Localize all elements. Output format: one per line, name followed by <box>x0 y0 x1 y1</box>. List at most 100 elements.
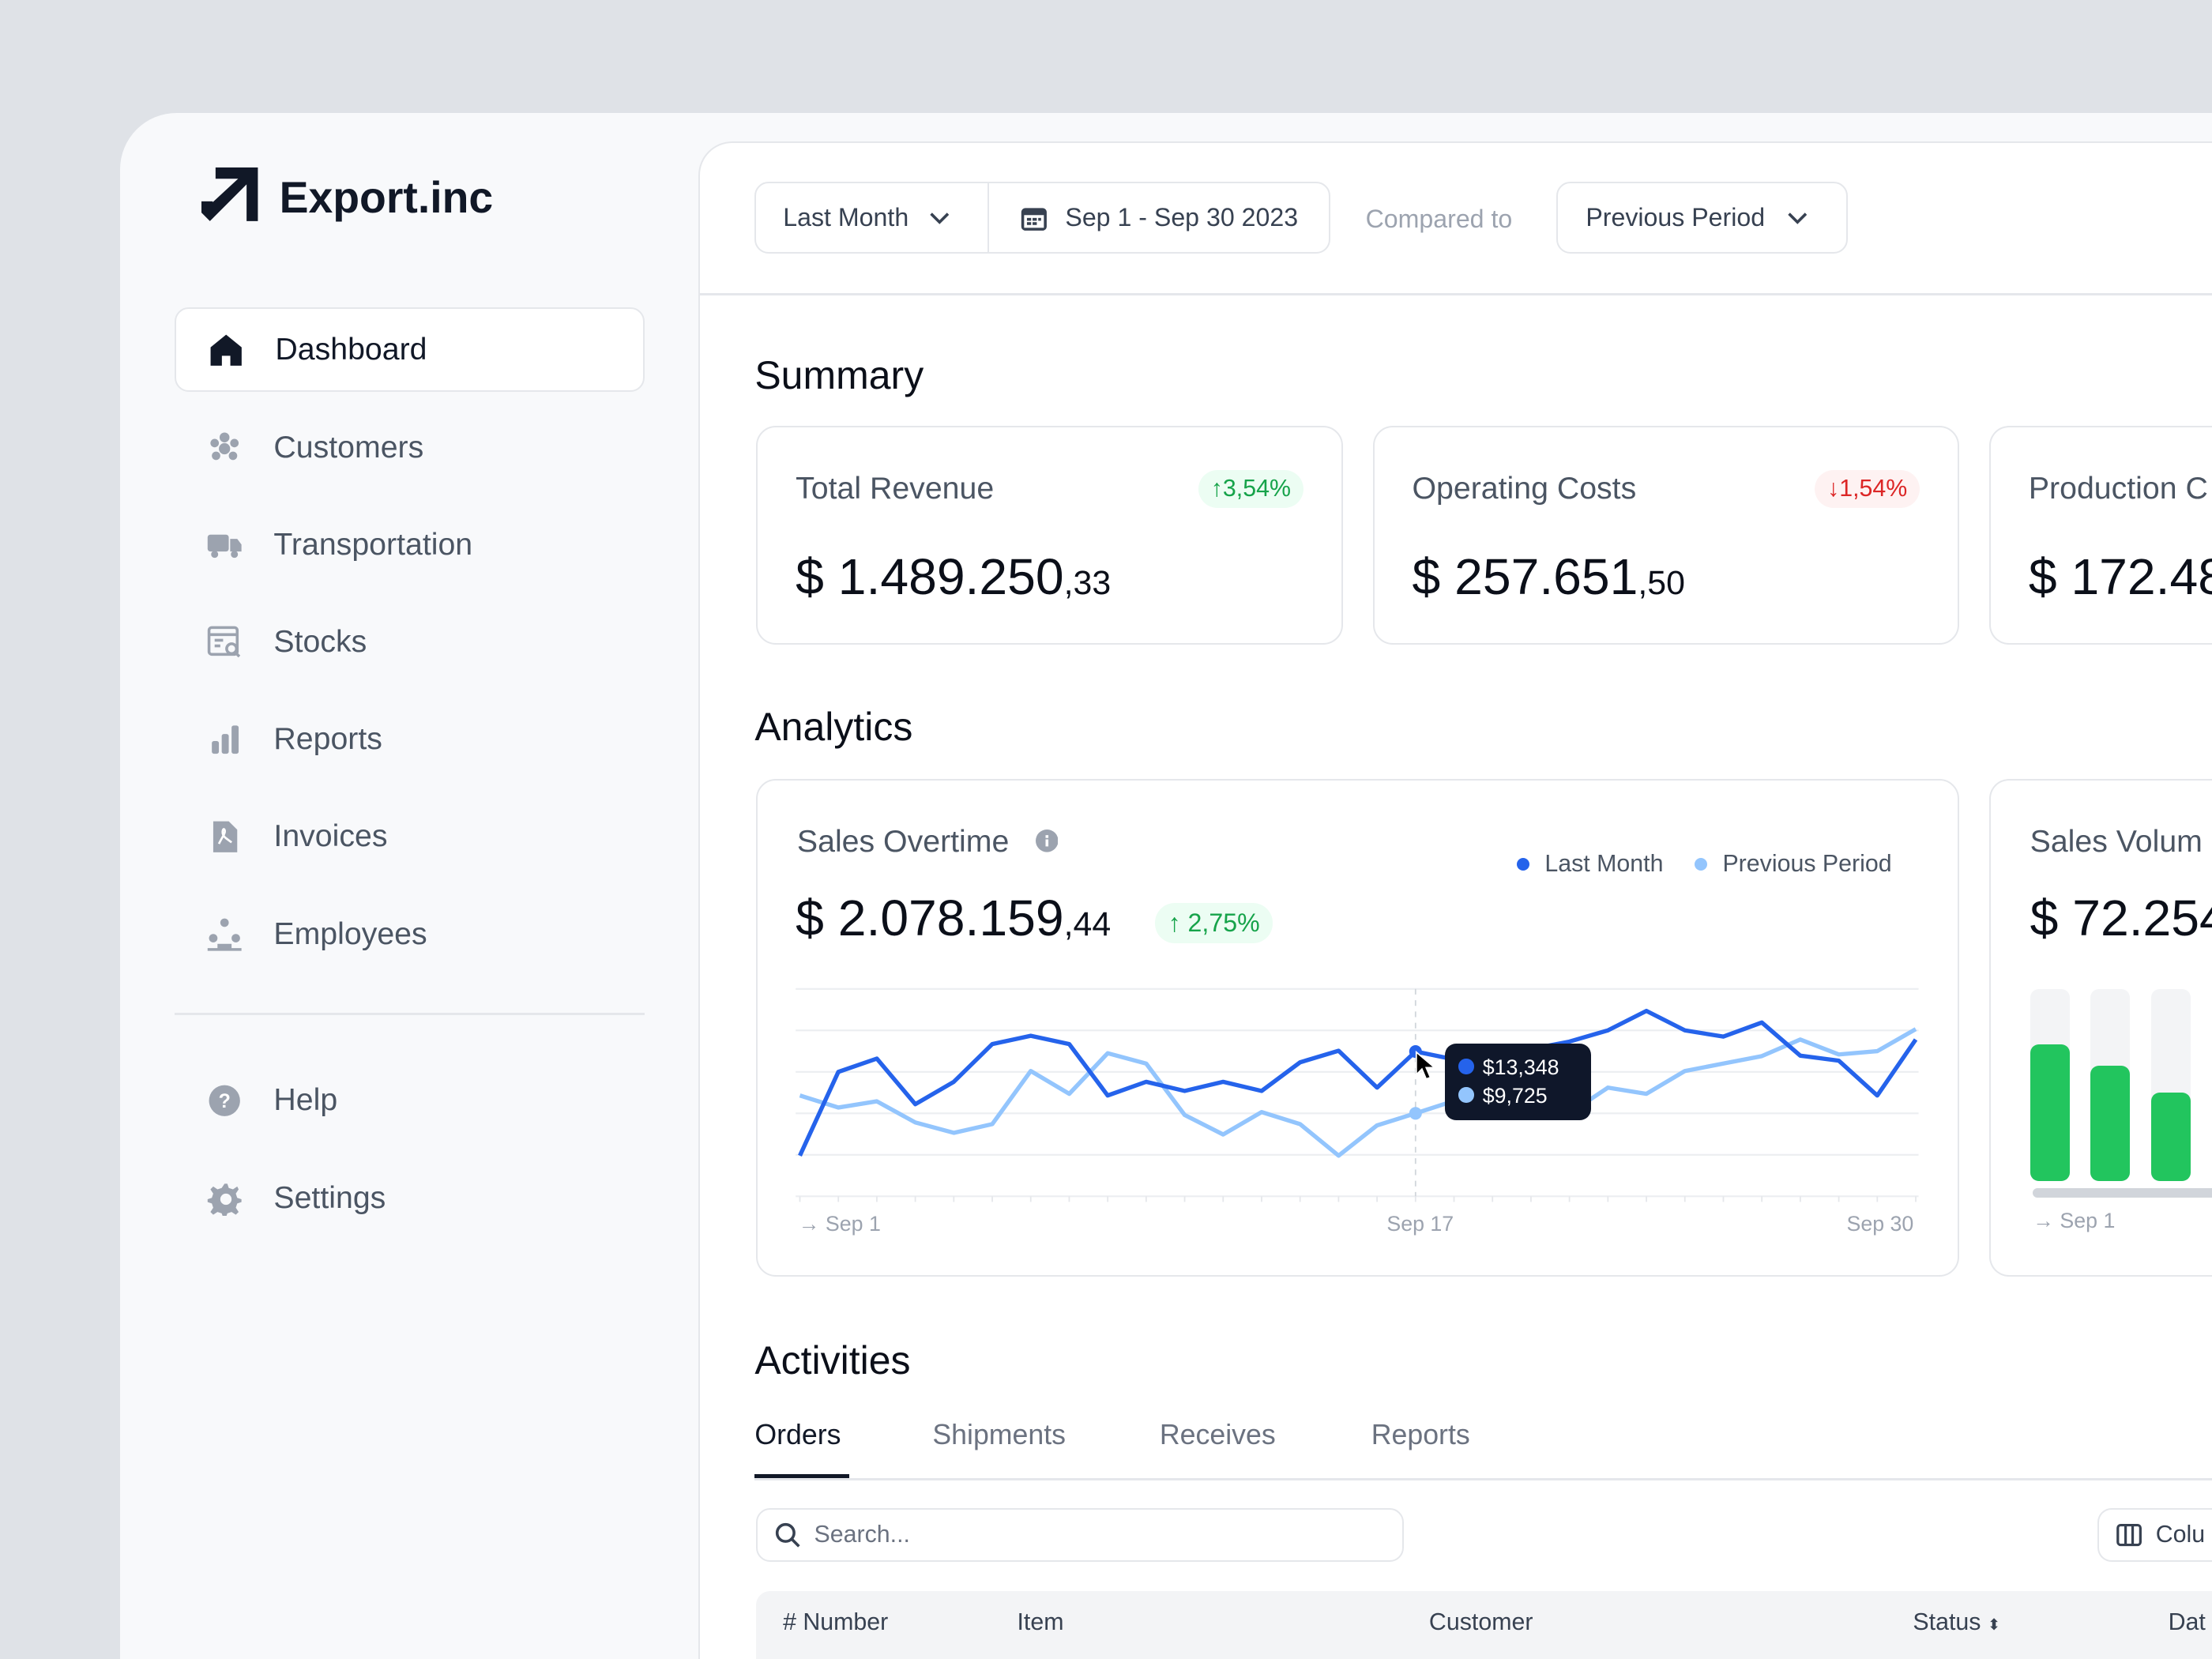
sales-overtime-label: Sales Overtime <box>796 823 1010 859</box>
info-icon[interactable] <box>1035 829 1059 852</box>
stocks-icon <box>207 626 240 658</box>
sidebar-divider <box>175 1013 645 1015</box>
summary-change-badge: ↓1,54% <box>1815 469 1920 508</box>
sidebar-item-label: Invoices <box>273 818 388 854</box>
brand-name: Export.inc <box>279 172 494 222</box>
compare-select[interactable]: Previous Period <box>1556 182 1849 254</box>
sort-icon: ⬍ <box>1987 1616 2001 1635</box>
x-label-start: → Sep 1 <box>798 1211 881 1236</box>
compare-value: Previous Period <box>1586 203 1766 232</box>
sidebar-item-label: Settings <box>273 1179 386 1215</box>
sidebar-item-label: Transportation <box>273 526 473 562</box>
logo-icon <box>201 167 258 222</box>
sales-total: $ 2.078.159,44 <box>796 889 1111 947</box>
th-status-label: Status <box>1913 1609 1981 1636</box>
sidebar-item-label: Employees <box>273 916 427 951</box>
sidebar-item-employees[interactable]: Employees <box>175 892 645 976</box>
sidebar-item-stocks[interactable]: Stocks <box>175 600 645 684</box>
invoice-icon <box>213 821 237 852</box>
summary-change-value: 1,54% <box>1839 475 1908 502</box>
sidebar-item-invoices[interactable]: Invoices <box>175 794 645 878</box>
analytics-title: Analytics <box>754 705 913 750</box>
tab-receives[interactable]: Receives <box>1159 1419 1276 1451</box>
sidebar-item-customers[interactable]: Customers <box>175 405 645 490</box>
summary-card-amount: $ 257.651,50 <box>1413 547 1685 606</box>
date-range-value: Sep 1 - Sep 30 2023 <box>1065 203 1299 232</box>
th-date[interactable]: Dat <box>2168 1609 2206 1636</box>
volume-x-label: → Sep 1 <box>2033 1209 2116 1233</box>
sidebar-item-reports[interactable]: Reports <box>175 697 645 781</box>
summary-card <box>1988 426 2212 645</box>
volume-bar <box>2151 1092 2191 1181</box>
activities-title: Activities <box>754 1337 911 1382</box>
summary-card-value: $ 172.48 <box>2028 547 2212 605</box>
sales-volume-value: $ 72.254 <box>2030 889 2212 946</box>
sidebar-item-label: Stocks <box>273 623 367 659</box>
period-value: Last Month <box>783 203 909 232</box>
sidebar-item-dashboard[interactable]: Dashboard <box>175 307 645 393</box>
gear-icon <box>207 1183 242 1217</box>
summary-card-label: Production C <box>2028 471 2208 506</box>
sidebar-item-label: Dashboard <box>275 332 427 367</box>
tab-reports[interactable]: Reports <box>1371 1419 1470 1451</box>
legend-previous-period: Previous Period <box>1722 850 1892 877</box>
legend-dot-last-month <box>1516 857 1529 871</box>
th-status[interactable]: Status ⬍ <box>1913 1609 2000 1636</box>
compared-to-label: Compared to <box>1365 204 1513 233</box>
search-placeholder: Search... <box>814 1521 910 1548</box>
sidebar-item-label: Help <box>273 1082 338 1118</box>
x-label-sep30: Sep 30 <box>1846 1211 1914 1236</box>
summary-card-label: Operating Costs <box>1412 471 1637 506</box>
search-input[interactable]: Search... <box>756 1507 1404 1562</box>
summary-card <box>1372 426 1960 645</box>
tabs-divider <box>754 1478 2212 1481</box>
sidebar-item-settings[interactable]: Settings <box>175 1156 645 1240</box>
period-select[interactable]: Last Month <box>756 183 989 253</box>
chevron-down-icon <box>1788 213 1808 224</box>
th-item[interactable]: Item <box>1017 1609 1064 1636</box>
summary-card-cents: ,50 <box>1638 563 1685 602</box>
date-filter: Last Month Sep 1 - Sep 30 2023 <box>754 182 1330 254</box>
sidebar-item-help[interactable]: ? Help <box>175 1058 645 1142</box>
th-number[interactable]: # Number <box>783 1609 889 1636</box>
summary-card-cents: ,33 <box>1063 563 1112 602</box>
summary-card-value: $ 1.489.250 <box>796 547 1064 605</box>
svg-text:?: ? <box>218 1090 230 1112</box>
sales-total-value: $ 2.078.159 <box>796 889 1064 946</box>
date-range-picker[interactable]: Sep 1 - Sep 30 2023 <box>989 203 1298 232</box>
tab-orders[interactable]: Orders <box>754 1419 841 1451</box>
employees-icon <box>207 918 242 951</box>
search-icon <box>775 1522 800 1548</box>
th-customer[interactable]: Customer <box>1428 1609 1533 1636</box>
x-label-sep1: Sep 1 <box>825 1211 881 1236</box>
active-tab-indicator <box>754 1474 849 1479</box>
summary-title: Summary <box>754 353 924 398</box>
bars-scrollbar[interactable] <box>2033 1187 2212 1198</box>
volume-bar <box>2030 1044 2070 1181</box>
volume-x-sep1: Sep 1 <box>2060 1209 2116 1233</box>
sidebar-item-label: Reports <box>273 721 382 757</box>
columns-button[interactable]: Colu <box>2097 1507 2212 1562</box>
sales-total-cents: ,44 <box>1063 905 1112 943</box>
columns-icon <box>2116 1523 2142 1546</box>
help-icon: ? <box>209 1085 240 1116</box>
summary-change-badge: ↑3,54% <box>1198 469 1304 508</box>
cursor-icon <box>1415 1051 1435 1081</box>
x-label-sep17: Sep 17 <box>1386 1211 1454 1236</box>
tab-shipments[interactable]: Shipments <box>932 1419 1066 1451</box>
summary-card-amount: $ 1.489.250,33 <box>796 547 1111 606</box>
calendar-icon <box>1021 208 1048 231</box>
tooltip-last-month: $13,348 <box>1482 1055 1559 1079</box>
chart-legend: Last Month Previous Period <box>1516 850 1892 878</box>
tooltip-dot <box>1458 1059 1475 1074</box>
summary-card <box>756 426 1343 645</box>
sidebar-item-transportation[interactable]: Transportation <box>175 502 645 587</box>
sales-change-value: 2,75% <box>1187 908 1260 937</box>
chart-tooltip: $13,348 $9,725 <box>1444 1044 1592 1120</box>
tooltip-dot <box>1458 1086 1475 1103</box>
legend-last-month: Last Month <box>1544 850 1664 877</box>
chevron-down-icon <box>930 213 950 224</box>
sales-volume-label: Sales Volum <box>2030 823 2203 859</box>
sales-change-badge: ↑ 2,75% <box>1155 902 1273 944</box>
sidebar-item-label: Customers <box>273 429 424 465</box>
